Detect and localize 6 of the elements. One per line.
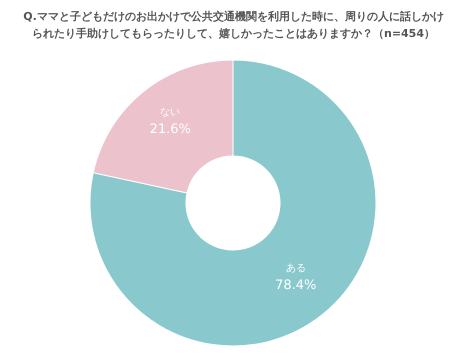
chart-title: Q.ママと子どもだけのお出かけで公共交通機関を利用した時に、周りの人に話しかけられたり手助けしてもらったりして、嬉しかったことはありますか？（n=454）	[22, 9, 445, 42]
data-label: 78.4%	[275, 278, 316, 293]
slice-label: ない	[160, 107, 180, 118]
slice-label: ある	[286, 262, 306, 274]
data-label: 21.6%	[150, 122, 191, 138]
donut-slice	[90, 60, 376, 346]
